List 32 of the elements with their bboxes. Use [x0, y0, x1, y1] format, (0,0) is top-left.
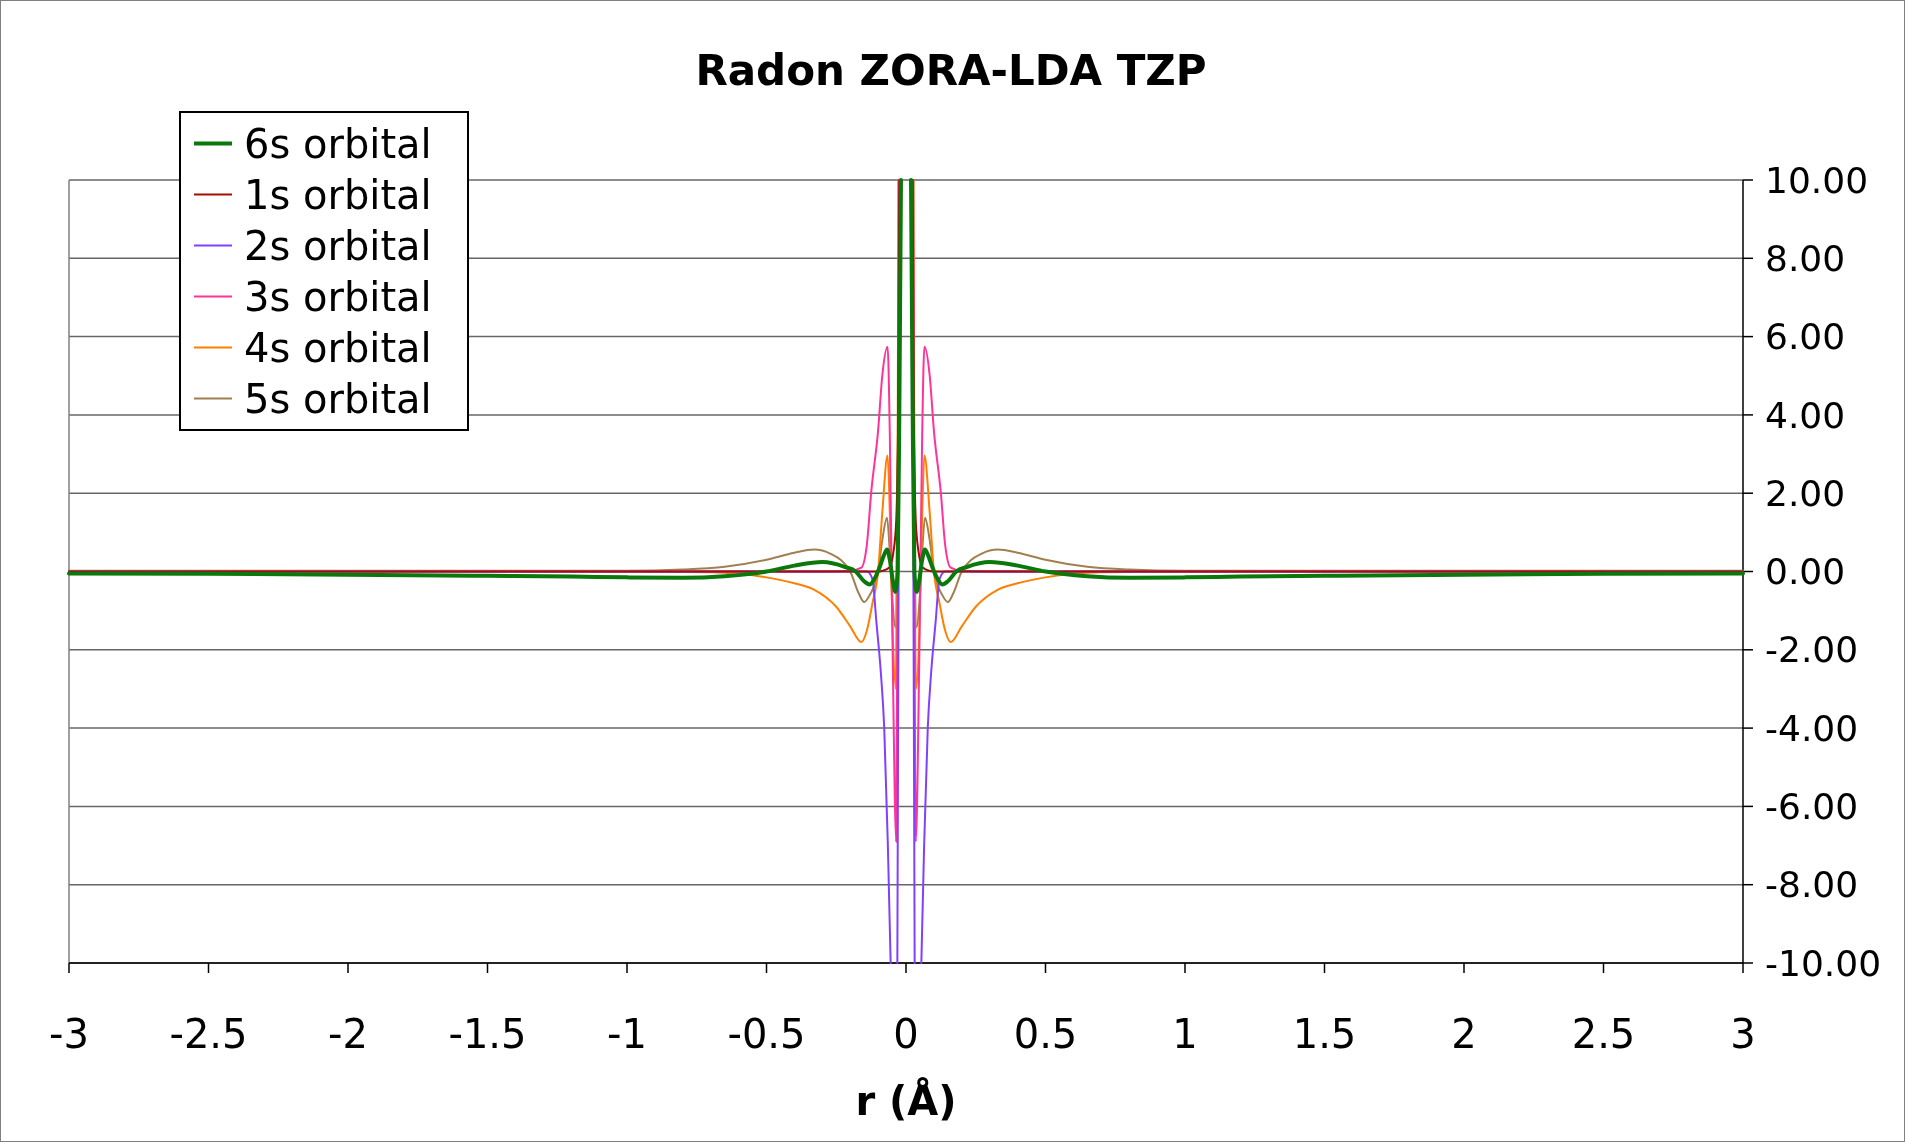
x-tick-label: 2 [1451, 1011, 1477, 1057]
x-tick-label: -0.5 [727, 1011, 806, 1057]
y-tick-label: 0.00 [1765, 551, 1846, 593]
y-tick-label: -8.00 [1765, 864, 1859, 906]
x-tick-label: 0.5 [1013, 1011, 1078, 1057]
y-tick-label: -6.00 [1765, 786, 1859, 827]
y-tick-label: 10.00 [1765, 159, 1869, 201]
x-tick-label: -1.5 [448, 1011, 527, 1057]
y-tick-label: 2.00 [1765, 472, 1846, 514]
x-tick-label: 1.5 [1292, 1011, 1357, 1057]
x-tick-label: -3 [49, 1011, 89, 1057]
x-axis-title: r (Å) [855, 1076, 957, 1124]
x-tick-label: -2.5 [169, 1011, 248, 1057]
legend-label: 3s orbital [244, 273, 432, 320]
y-tick-label: -2.00 [1765, 629, 1859, 671]
y-tick-label: -4.00 [1765, 707, 1859, 749]
x-tick-label: 2.5 [1571, 1011, 1636, 1057]
legend-label: 1s orbital [244, 171, 432, 218]
chart-title: Radon ZORA-LDA TZP [695, 46, 1207, 95]
y-tick-label: -10.00 [1765, 942, 1882, 984]
x-tick-label: -2 [328, 1011, 368, 1057]
y-tick-label: 4.00 [1765, 394, 1846, 436]
legend-label: 4s orbital [244, 324, 432, 371]
legend-label: 6s orbital [244, 120, 432, 167]
x-tick-label: -1 [607, 1011, 647, 1057]
x-tick-label: 3 [1730, 1011, 1756, 1057]
x-tick-label: 1 [1172, 1011, 1198, 1057]
y-tick-label: 6.00 [1765, 316, 1846, 358]
legend-label: 5s orbital [244, 375, 432, 422]
y-tick-label: 8.00 [1765, 237, 1846, 279]
x-tick-label: 0 [893, 1011, 919, 1057]
legend-label: 2s orbital [244, 222, 432, 269]
